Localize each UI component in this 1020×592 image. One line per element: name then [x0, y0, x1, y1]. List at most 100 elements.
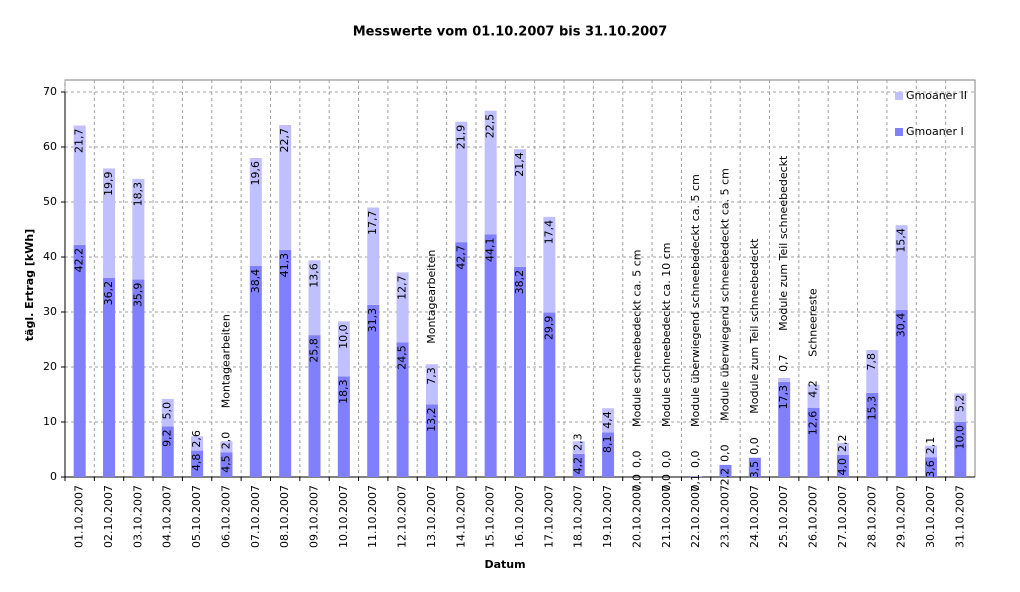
- value-label: 17,7: [366, 211, 379, 236]
- bar-segment: [690, 476, 703, 477]
- value-label: 36,2: [102, 281, 115, 306]
- bar-segment: [132, 279, 145, 477]
- x-tick-label: 16.10.2007: [513, 485, 526, 548]
- bar-segment: [308, 335, 321, 477]
- bar-segment: [337, 321, 350, 377]
- annotation: Module überwiegend schneebedeckt ca. 5 c…: [689, 174, 702, 427]
- bar-segment: [836, 455, 849, 477]
- bar-segment: [572, 453, 585, 477]
- bar-segment: [778, 378, 791, 382]
- bar-segment: [455, 121, 468, 243]
- x-tick-label: 07.10.2007: [249, 485, 262, 548]
- value-label: 0,7: [777, 354, 790, 372]
- bar-segment: [220, 441, 233, 453]
- bar-segment: [484, 110, 497, 235]
- x-tick-label: 17.10.2007: [542, 485, 555, 548]
- value-label: 2,0: [219, 432, 232, 450]
- y-tick-label: 0: [50, 470, 57, 483]
- value-label: 41,3: [278, 253, 291, 278]
- value-label: 15,4: [895, 228, 908, 253]
- bar-segment: [895, 225, 908, 310]
- value-label: 25,8: [308, 338, 321, 363]
- value-label: 38,4: [249, 269, 262, 294]
- x-tick-label: 28.10.2007: [865, 485, 878, 548]
- y-tick-label: 50: [43, 195, 57, 208]
- bar-segment: [572, 441, 585, 454]
- annotation: Module schneebedeckt ca. 5 cm: [630, 249, 643, 427]
- value-label: 35,9: [131, 283, 144, 308]
- x-tick-label: 04.10.2007: [161, 485, 174, 548]
- bar-segment: [543, 312, 556, 477]
- value-label: 22,5: [484, 114, 497, 139]
- value-label: 0,0: [660, 451, 673, 469]
- value-label: 30,4: [895, 313, 908, 338]
- bar-segment: [367, 304, 380, 477]
- value-label: 5,0: [161, 402, 174, 420]
- chart-title: Messwerte vom 01.10.2007 bis 31.10.2007: [353, 25, 668, 40]
- bar-segment: [484, 234, 497, 477]
- x-tick-label: 25.10.2007: [777, 485, 790, 548]
- value-label: 4,2: [807, 380, 820, 398]
- bar-segment: [778, 381, 791, 477]
- x-tick-label: 15.10.2007: [484, 485, 497, 548]
- x-tick-label: 24.10.2007: [748, 485, 761, 548]
- bar-segment: [514, 266, 526, 477]
- value-label: 4,5: [219, 455, 232, 473]
- value-label: 42,7: [454, 245, 467, 270]
- legend-swatch: [895, 128, 903, 136]
- value-label: 18,3: [131, 182, 144, 207]
- value-label: 19,6: [249, 161, 262, 186]
- x-tick-label: 05.10.2007: [190, 485, 203, 548]
- value-label: 13,6: [308, 263, 321, 288]
- value-label: 21,9: [454, 125, 467, 150]
- value-label: 38,2: [513, 270, 526, 295]
- x-tick-label: 09.10.2007: [308, 485, 321, 548]
- bar-segment: [191, 450, 204, 477]
- bar-segment: [719, 464, 732, 477]
- value-label: 0,0: [689, 451, 702, 469]
- bar-segment: [748, 457, 761, 477]
- value-label: 2,2: [836, 435, 849, 453]
- value-label: 5,2: [953, 395, 966, 413]
- annotation: Module zum Teil schneebedeckt: [748, 238, 761, 414]
- x-tick-label: 11.10.2007: [366, 485, 379, 548]
- annotation: Module überwiegend schneebedeckt ca. 5 c…: [718, 168, 731, 421]
- bar-segment: [543, 216, 556, 313]
- x-tick-label: 21.10.2007: [660, 485, 673, 548]
- value-label: 4,4: [601, 411, 614, 429]
- bar-segment: [866, 349, 879, 393]
- value-label: 44,1: [484, 237, 497, 261]
- value-label: 0,0: [660, 474, 673, 492]
- y-tick-label: 10: [43, 415, 57, 428]
- value-label: 21,4: [513, 152, 526, 177]
- x-tick-label: 13.10.2007: [425, 485, 438, 548]
- value-label: 22,7: [278, 128, 291, 153]
- bar-segment: [337, 376, 350, 477]
- bar-segment: [954, 422, 967, 477]
- value-label: 0,1: [689, 474, 702, 492]
- legend-label: Gmoaner II: [906, 89, 967, 102]
- bar-segment: [103, 168, 116, 278]
- bar-segment: [455, 242, 468, 477]
- value-label: 2,3: [572, 433, 585, 451]
- y-tick-label: 30: [43, 305, 57, 318]
- annotation: Montagearbeiten: [425, 250, 438, 344]
- bar-segment: [308, 260, 321, 336]
- bar-segment: [836, 442, 849, 455]
- value-label: 29,9: [542, 316, 555, 341]
- value-label: 13,2: [425, 407, 438, 432]
- x-tick-label: 08.10.2007: [278, 485, 291, 548]
- value-label: 0,0: [630, 474, 643, 492]
- bar-segment: [895, 309, 908, 477]
- bar-segment: [602, 408, 615, 433]
- bar-segment: [954, 393, 967, 422]
- bar-segment: [425, 404, 438, 477]
- value-label: 4,0: [836, 458, 849, 476]
- bar-segment: [161, 398, 174, 427]
- x-tick-label: 31.10.2007: [953, 485, 966, 548]
- x-tick-label: 18.10.2007: [572, 485, 585, 548]
- bar-segment: [220, 452, 233, 477]
- value-label: 4,8: [190, 454, 203, 472]
- x-tick-label: 14.10.2007: [454, 485, 467, 548]
